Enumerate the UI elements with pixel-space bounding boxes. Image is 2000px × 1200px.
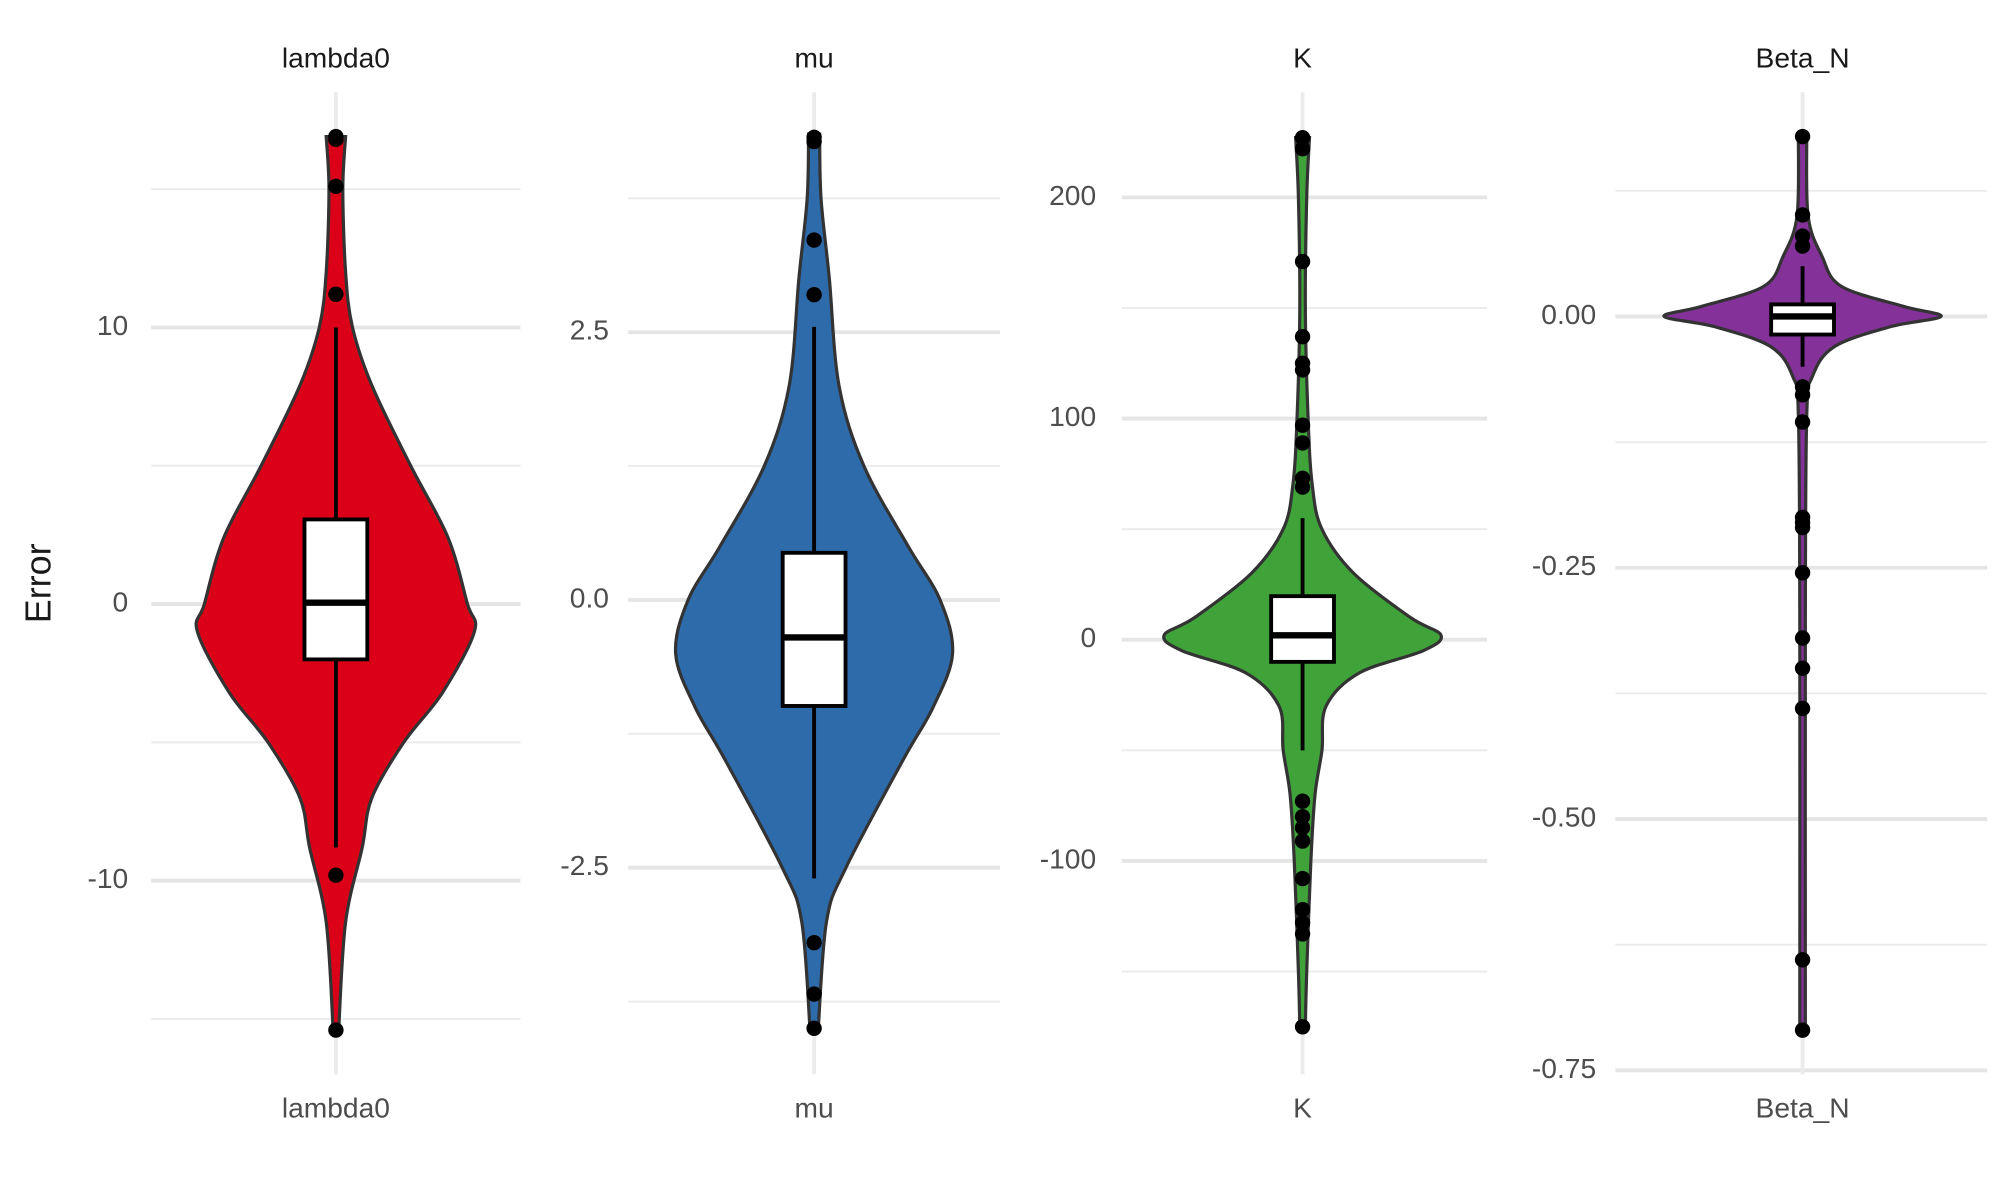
x-tick-label: mu <box>795 1092 834 1124</box>
point <box>1294 479 1311 495</box>
point <box>1294 362 1311 378</box>
y-tick-label: 100 <box>1049 400 1096 432</box>
point <box>1294 1019 1311 1035</box>
point <box>1294 833 1311 849</box>
point <box>1294 329 1311 345</box>
y-tick-label: 2.5 <box>570 314 609 346</box>
y-tick-label: -0.50 <box>1532 800 1596 832</box>
point <box>1794 238 1811 254</box>
point <box>1794 207 1811 223</box>
point <box>806 1020 822 1037</box>
box <box>1269 594 1336 664</box>
point <box>1294 793 1311 809</box>
y-tick-label: -0.75 <box>1532 1052 1596 1084</box>
y-tick-label: -2.5 <box>560 849 609 881</box>
point <box>1294 435 1311 451</box>
point <box>328 1022 344 1038</box>
point <box>1294 253 1311 270</box>
panel-title: lambda0 <box>282 42 390 74</box>
point <box>806 986 822 1002</box>
y-tick-label: 0.0 <box>570 581 609 613</box>
point <box>806 934 822 951</box>
y-tick-label: 0 <box>1080 621 1096 653</box>
y-tick-label: -100 <box>1040 842 1096 874</box>
x-tick-label: Beta_N <box>1756 1092 1850 1124</box>
point <box>1294 901 1311 918</box>
point <box>1294 870 1311 887</box>
y-tick-label: 0.00 <box>1541 298 1596 330</box>
point <box>1294 808 1311 825</box>
point <box>1294 915 1311 931</box>
point <box>328 131 344 148</box>
panel-title: K <box>1293 42 1312 74</box>
point <box>806 232 822 248</box>
point <box>1794 519 1811 536</box>
box <box>780 550 848 708</box>
point <box>1794 414 1811 430</box>
point <box>1294 141 1311 157</box>
point <box>328 867 344 883</box>
x-tick-label: K <box>1293 1092 1312 1124</box>
point <box>1794 565 1811 581</box>
point <box>1294 417 1311 433</box>
x-tick-label: lambda0 <box>282 1092 390 1124</box>
y-tick-label: -0.25 <box>1532 549 1596 581</box>
panel-title: Beta_N <box>1756 42 1850 74</box>
point <box>1794 630 1811 646</box>
point <box>328 178 344 195</box>
point <box>1294 129 1311 146</box>
panel-title: mu <box>795 42 834 74</box>
y-tick-label: 0 <box>113 586 129 618</box>
point <box>1794 128 1811 145</box>
point <box>1794 387 1811 403</box>
point <box>1794 660 1811 676</box>
point <box>1294 820 1311 836</box>
point <box>806 133 822 150</box>
point <box>1794 952 1811 968</box>
point <box>806 287 822 303</box>
point <box>1794 1022 1811 1038</box>
point <box>1794 700 1811 717</box>
y-tick-label: -10 <box>87 862 128 894</box>
point <box>1294 926 1311 942</box>
y-tick-label: 200 <box>1049 179 1096 211</box>
y-axis-label: Error <box>19 543 59 623</box>
box <box>302 517 370 662</box>
y-tick-label: 10 <box>97 309 128 341</box>
point <box>328 286 344 302</box>
